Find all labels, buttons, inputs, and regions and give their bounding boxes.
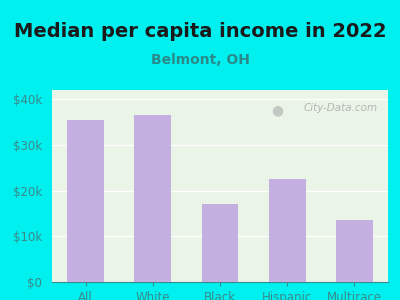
Bar <box>134 115 171 282</box>
Text: ●: ● <box>272 103 284 117</box>
Text: City-Data.com: City-Data.com <box>304 103 378 113</box>
Bar <box>202 204 238 282</box>
Bar <box>67 120 104 282</box>
Bar <box>336 220 373 282</box>
Bar <box>269 179 306 282</box>
Text: Median per capita income in 2022: Median per capita income in 2022 <box>14 22 386 41</box>
Text: Belmont, OH: Belmont, OH <box>150 53 250 67</box>
